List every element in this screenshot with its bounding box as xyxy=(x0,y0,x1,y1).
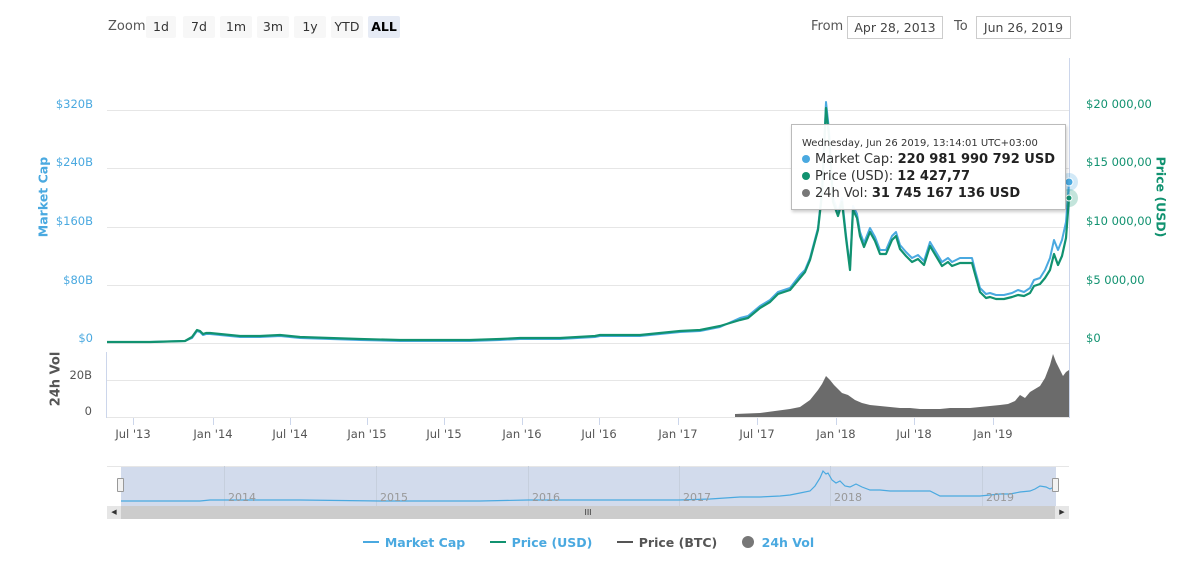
zoom-all-button[interactable]: ALL xyxy=(368,16,400,38)
to-date-input[interactable]: Jun 26, 2019 xyxy=(976,16,1071,39)
x-tick: Jul '16 xyxy=(581,427,617,441)
x-tick: Jan '14 xyxy=(193,427,233,441)
right-tick: $0 xyxy=(1086,331,1101,345)
x-tick: Jan '16 xyxy=(502,427,542,441)
grip-icon: III xyxy=(584,508,592,517)
navigator-year: 2018 xyxy=(834,491,862,504)
navigator-right-handle[interactable] xyxy=(1052,478,1059,492)
x-tick: Jul '15 xyxy=(426,427,462,441)
legend-item-price-btc[interactable]: Price (BTC) xyxy=(616,535,718,550)
scrollbar-thumb[interactable]: III xyxy=(121,506,1055,519)
line-icon xyxy=(616,541,633,543)
line-icon xyxy=(362,541,379,543)
x-tick: Jul '18 xyxy=(896,427,932,441)
zoom-1y-button[interactable]: 1y xyxy=(294,16,326,38)
legend-item-volume[interactable]: 24h Vol xyxy=(741,535,815,550)
navigator-series xyxy=(121,469,1055,502)
navigator-selected-range xyxy=(121,466,1056,506)
tooltip-row-price: Price (USD): 12 427,77 xyxy=(802,168,1065,185)
navigator-year: 2015 xyxy=(380,491,408,504)
left-tick: $160B xyxy=(55,214,93,228)
tooltip-label: Market Cap: xyxy=(815,152,894,167)
navigator-year: 2016 xyxy=(532,491,560,504)
line-icon xyxy=(489,541,506,543)
x-tick: Jan '19 xyxy=(973,427,1013,441)
x-tick: Jan '18 xyxy=(816,427,856,441)
left-tick: $240B xyxy=(55,155,93,169)
x-tick: Jan '17 xyxy=(658,427,698,441)
navigator-left-handle[interactable] xyxy=(117,478,124,492)
price-hover-point xyxy=(1065,194,1073,202)
scroll-left-arrow-icon[interactable]: ◀ xyxy=(107,506,121,519)
legend-label: Market Cap xyxy=(384,535,466,550)
price-dot-icon xyxy=(802,172,810,180)
chart-legend: Market Cap Price (USD) Price (BTC) 24h V… xyxy=(0,535,1177,550)
market-cap-dot-icon xyxy=(802,155,810,163)
zoom-1m-button[interactable]: 1m xyxy=(220,16,252,38)
zoom-ytd-button[interactable]: YTD xyxy=(331,16,363,38)
volume-series xyxy=(735,354,1069,417)
circle-icon xyxy=(741,536,754,548)
legend-item-market-cap[interactable]: Market Cap xyxy=(362,535,466,550)
market-cap-hover-point xyxy=(1064,177,1074,187)
chart-tooltip: Wednesday, Jun 26 2019, 13:14:01 UTC+03:… xyxy=(791,124,1066,210)
to-label: To xyxy=(954,19,968,34)
x-tick: Jul '14 xyxy=(272,427,308,441)
zoom-label: Zoom xyxy=(108,19,146,34)
tooltip-row-market-cap: Market Cap: 220 981 990 792 USD xyxy=(802,151,1065,168)
tooltip-value: 12 427,77 xyxy=(897,169,971,184)
tooltip-value: 31 745 167 136 USD xyxy=(871,186,1021,201)
tooltip-date: Wednesday, Jun 26 2019, 13:14:01 UTC+03:… xyxy=(802,138,1038,149)
navigator-scrollbar[interactable]: ◀ III ▶ xyxy=(107,506,1069,519)
tooltip-value: 220 981 990 792 USD xyxy=(897,152,1055,167)
left-tick: $320B xyxy=(55,97,93,111)
scroll-right-arrow-icon[interactable]: ▶ xyxy=(1055,506,1069,519)
zoom-3m-button[interactable]: 3m xyxy=(257,16,289,38)
navigator-year: 2017 xyxy=(683,491,711,504)
x-tick: Jul '17 xyxy=(739,427,775,441)
tooltip-label: Price (USD): xyxy=(815,169,894,184)
left-tick: $80B xyxy=(63,273,93,287)
tooltip-label: 24h Vol: xyxy=(815,186,868,201)
volume-tick: 20B xyxy=(69,368,92,382)
navigator-year: 2014 xyxy=(228,491,256,504)
tooltip-row-volume: 24h Vol: 31 745 167 136 USD xyxy=(802,185,1065,202)
legend-label: Price (USD) xyxy=(511,535,593,550)
right-tick: $15 000,00 xyxy=(1086,155,1152,169)
volume-dot-icon xyxy=(802,189,810,197)
legend-label: 24h Vol xyxy=(761,535,815,550)
zoom-7d-button[interactable]: 7d xyxy=(183,16,215,38)
x-tick: Jul '13 xyxy=(115,427,151,441)
zoom-1d-button[interactable]: 1d xyxy=(146,16,176,38)
legend-label: Price (BTC) xyxy=(638,535,718,550)
volume-tick: 0 xyxy=(84,404,92,418)
legend-item-price-usd[interactable]: Price (USD) xyxy=(489,535,593,550)
right-tick: $10 000,00 xyxy=(1086,214,1152,228)
right-tick: $20 000,00 xyxy=(1086,97,1152,111)
left-tick: $0 xyxy=(78,331,93,345)
right-tick: $5 000,00 xyxy=(1086,273,1145,287)
from-date-input[interactable]: Apr 28, 2013 xyxy=(847,16,943,39)
x-tick: Jan '15 xyxy=(347,427,387,441)
navigator-year: 2019 xyxy=(986,491,1014,504)
from-label: From xyxy=(811,19,844,34)
